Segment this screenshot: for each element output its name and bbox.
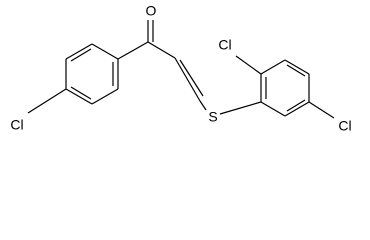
bond bbox=[235, 55, 262, 75]
bond bbox=[147, 41, 176, 59]
bond bbox=[199, 100, 207, 111]
bond bbox=[91, 88, 119, 105]
bond bbox=[70, 48, 92, 62]
bond bbox=[65, 43, 93, 60]
atom-label: Cl bbox=[10, 117, 23, 133]
bond bbox=[27, 88, 67, 114]
bond bbox=[117, 41, 149, 60]
bond bbox=[284, 59, 310, 75]
bond bbox=[174, 57, 201, 102]
bond bbox=[286, 64, 306, 77]
bond bbox=[70, 86, 92, 100]
bond bbox=[179, 59, 204, 97]
atom-label: S bbox=[208, 109, 217, 125]
atom-label: Cl bbox=[218, 37, 231, 53]
left-ring bbox=[65, 43, 119, 105]
bond bbox=[260, 59, 286, 75]
bond bbox=[65, 88, 93, 105]
structure-diagram: O Cl S Cl Cl bbox=[10, 3, 351, 134]
bond bbox=[286, 99, 306, 112]
atom-label: O bbox=[146, 3, 157, 19]
atom-label: Cl bbox=[338, 118, 351, 134]
bond bbox=[219, 101, 262, 115]
bond bbox=[308, 101, 335, 119]
bond bbox=[260, 101, 286, 117]
bond bbox=[91, 43, 119, 60]
right-ring bbox=[260, 59, 310, 117]
bond bbox=[284, 101, 310, 117]
